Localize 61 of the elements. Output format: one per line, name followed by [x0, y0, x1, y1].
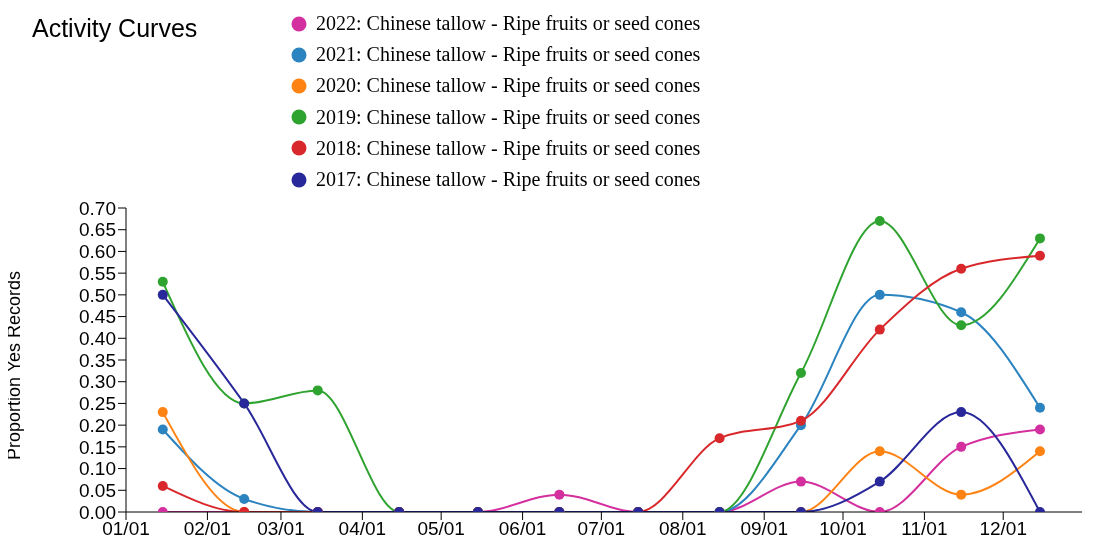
x-tick-label: 08/01: [659, 518, 707, 540]
x-tick-label: 10/01: [819, 518, 867, 540]
x-tick-label: 03/01: [257, 518, 305, 540]
point: [874, 476, 885, 487]
x-tick-label: 06/01: [498, 518, 547, 540]
point: [956, 441, 967, 452]
point: [874, 324, 885, 335]
x-tick-label: 07/01: [577, 518, 626, 540]
point: [239, 493, 250, 504]
legend-label: 2021: Chinese tallow - Ripe fruits or seed cones: [316, 42, 701, 68]
point: [956, 407, 967, 418]
legend-label: 2019: Chinese tallow - Ripe fruits or seed cones: [316, 104, 701, 131]
point: [157, 480, 168, 491]
x-tick-label: 04/01: [338, 518, 387, 540]
y-tick-label: 0.05: [79, 480, 116, 502]
point: [956, 489, 967, 500]
x-tick-label: 02/01: [183, 518, 232, 540]
y-tick-label: 0.40: [79, 328, 116, 350]
y-tick-label: 0.60: [79, 241, 116, 263]
point: [795, 415, 806, 426]
x-tick-label: 09/01: [740, 518, 788, 540]
point: [874, 289, 885, 300]
point: [1034, 446, 1045, 457]
y-tick-label: 0.35: [79, 349, 116, 371]
point: [1034, 250, 1045, 261]
y-tick-label: 0.65: [79, 219, 116, 241]
legend-label: 2018: Chinese tallow - Ripe fruits or seed cones: [316, 135, 701, 162]
point: [1034, 424, 1045, 435]
x-tick-label: 11/01: [901, 518, 948, 540]
legend-label: 2020: Chinese tallow - Ripe fruits or seed cones: [316, 73, 701, 99]
point: [956, 320, 967, 331]
y-tick-label: 0.25: [79, 393, 116, 415]
point: [795, 368, 806, 379]
point: [1034, 402, 1045, 413]
y-tick-label: 0.20: [79, 414, 116, 436]
x-tick-label: 05/01: [417, 518, 465, 540]
point: [795, 476, 806, 487]
point: [714, 433, 725, 444]
y-axis-title: Proportion Yes Records: [4, 270, 25, 460]
y-tick-label: 0.15: [79, 436, 116, 458]
point: [956, 307, 967, 318]
point: [312, 385, 323, 396]
y-tick-label: 0.45: [79, 306, 116, 328]
point: [157, 407, 168, 418]
legend-label: 2017: Chinese tallow - Ripe fruits or seed cones: [316, 167, 701, 193]
point: [157, 289, 168, 300]
legend-label: 2022: Chinese tallow - Ripe fruits or seed cones: [316, 11, 701, 37]
y-tick-label: 0.10: [79, 458, 116, 480]
point: [157, 276, 168, 287]
point: [157, 424, 168, 435]
point: [1034, 233, 1045, 244]
x-tick-label: 12/01: [979, 518, 1027, 540]
y-tick-label: 0.30: [79, 371, 116, 393]
y-tick-label: 0.55: [79, 262, 116, 284]
point: [874, 216, 885, 227]
point: [554, 489, 565, 500]
y-tick-label: 0.50: [79, 284, 116, 306]
chart-title: Activity Curves: [31, 13, 199, 44]
point: [874, 446, 885, 457]
point: [956, 263, 967, 274]
y-tick-label: 0.70: [79, 197, 116, 219]
